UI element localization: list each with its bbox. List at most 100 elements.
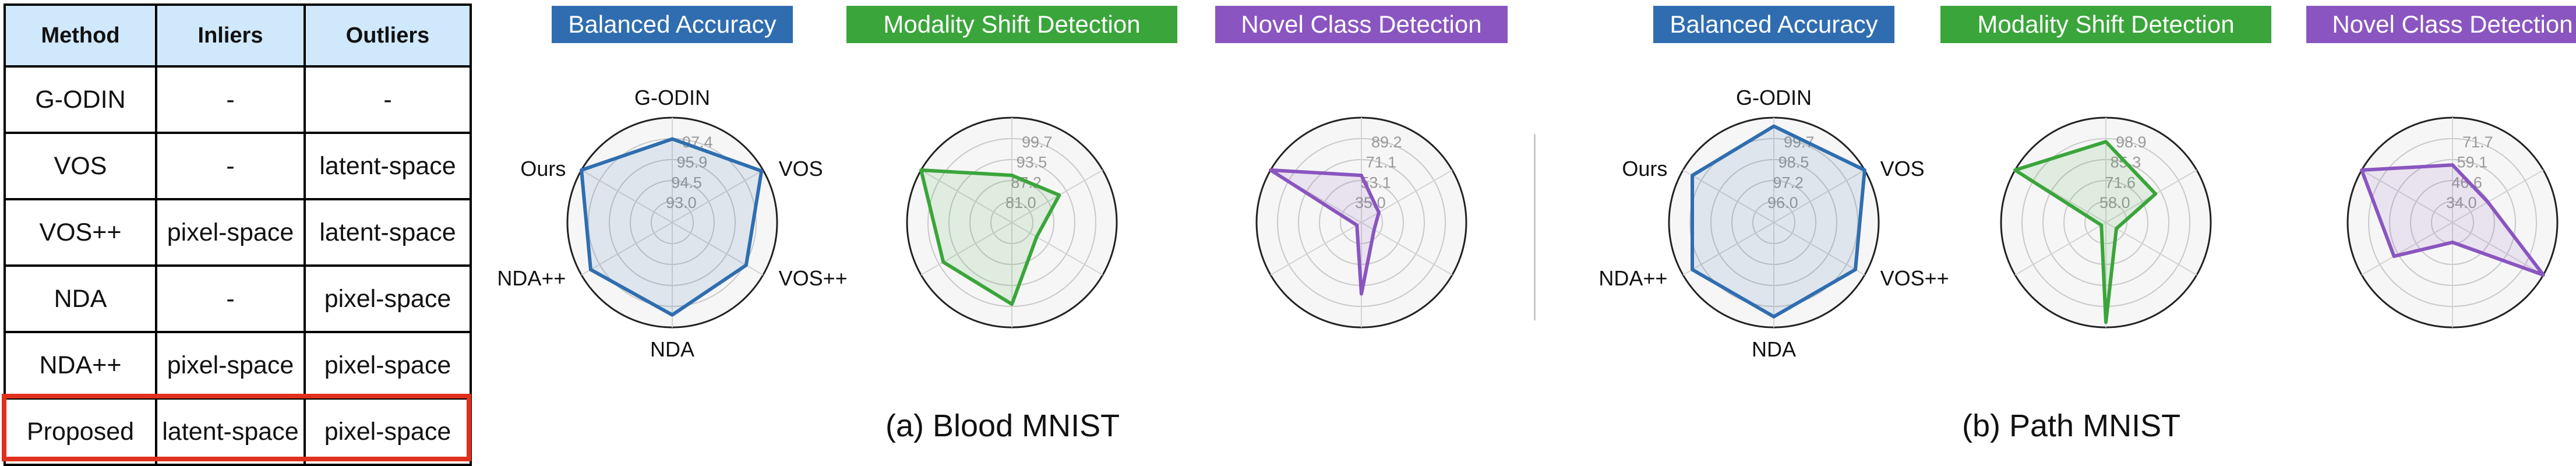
radar-tick-label: 59.1 <box>2457 154 2488 171</box>
radar-point-nda <box>1011 303 1012 305</box>
radar-axis-label-nda: NDA++ <box>1598 266 1667 290</box>
radar-tick-label: 58.0 <box>2099 194 2130 211</box>
radar-point-vos <box>1864 170 1865 171</box>
chart-title: Modality Shift Detection <box>1977 10 2234 38</box>
outliers-cell: latent-space <box>304 132 472 200</box>
radar-axis-label-nda: NDA++ <box>497 266 566 290</box>
radar-axis-label-g-odin: G-ODIN <box>634 86 710 110</box>
radar-tick-label: 94.5 <box>671 174 702 191</box>
radar-spoke <box>581 222 673 276</box>
caption-blood-mnist: (a) Blood MNIST <box>885 408 1120 443</box>
chart-title-badge <box>2306 6 2576 43</box>
radar-tick-label: 93.5 <box>1017 154 1047 171</box>
radar-axis-label-ours: Ours <box>1622 157 1667 181</box>
radar-point-nda <box>2105 322 2106 323</box>
radar-axis-label-vos: VOS++ <box>1880 266 1949 290</box>
radar-spoke <box>2361 170 2453 223</box>
radar-spoke <box>1011 222 1103 276</box>
radar-point-g-odin <box>1361 175 1362 176</box>
header-method: Method <box>3 3 157 68</box>
chart-title: Novel Class Detection <box>2332 10 2573 38</box>
radar-spoke <box>672 170 764 223</box>
radar-tick-label: 34.0 <box>2446 194 2477 211</box>
radar-tick-label: 98.5 <box>1779 154 1809 171</box>
inliers-cell: pixel-space <box>155 331 306 400</box>
radar-tick-label: 89.2 <box>1371 133 1402 151</box>
radar-point-vos <box>1378 211 1379 213</box>
radar-spoke <box>1361 222 1453 276</box>
chart-title-badge <box>1940 6 2271 43</box>
header-inliers: Inliers <box>155 3 306 68</box>
radar-tick-label: 95.9 <box>677 154 708 171</box>
radar-point-g-odin <box>1773 125 1774 127</box>
radar-point-vos <box>1036 236 1038 238</box>
radar-tick-label: 96.0 <box>1767 194 1798 211</box>
radar-spoke <box>581 170 673 223</box>
radar-tick-label: 98.9 <box>2116 133 2147 151</box>
radar-point-g-odin <box>672 138 673 140</box>
chart-title-badge <box>1215 6 1508 43</box>
radar-spoke <box>1773 222 1865 276</box>
radar-point-nda <box>1692 269 1693 270</box>
radar-point-nda <box>1361 293 1362 295</box>
table-row: G-ODIN - - <box>3 65 472 134</box>
radar-point-nda <box>2101 224 2102 226</box>
method-cell: NDA++ <box>3 331 157 400</box>
radar-spoke <box>2361 222 2453 276</box>
radar-point-g-odin <box>2452 164 2453 166</box>
radar-spoke <box>920 170 1012 223</box>
radar-spoke <box>1682 170 1774 223</box>
radar-axis-label-vos: VOS++ <box>779 266 848 290</box>
chart-title: Balanced Accuracy <box>1670 10 1878 38</box>
chart-title: Novel Class Detection <box>1241 10 1481 38</box>
radar-point-nda <box>1356 224 1358 226</box>
radar-axis-label-ours: Ours <box>520 157 566 181</box>
panel-divider <box>1534 134 1536 320</box>
radar-spoke <box>2105 222 2197 276</box>
radar-point-vos <box>2116 228 2118 230</box>
radar-tick-label: 71.7 <box>2462 133 2493 151</box>
radar-point-nda <box>2452 241 2453 243</box>
chart-title-badge <box>846 6 1177 43</box>
radar-spoke <box>1361 170 1453 223</box>
method-cell: VOS <box>3 132 157 200</box>
radar-point-vos <box>1373 229 1375 231</box>
chart-title: Modality Shift Detection <box>883 10 1140 38</box>
radar-spoke <box>1270 222 1362 276</box>
radar-point-g-odin <box>1011 175 1012 176</box>
method-cell: NDA <box>3 264 157 333</box>
method-cell: VOS++ <box>3 198 157 267</box>
outliers-cell: latent-space <box>304 198 472 267</box>
header-outliers: Outliers <box>304 3 472 68</box>
inliers-cell: pixel-space <box>155 198 306 267</box>
radar-point-vos <box>1058 195 1060 196</box>
radar-point-ours <box>1692 175 1693 176</box>
radar-point-vos <box>761 170 763 172</box>
chart-title: Balanced Accuracy <box>568 10 776 38</box>
table-row: NDA - pixel-space <box>3 264 472 333</box>
radar-spoke <box>2452 170 2544 223</box>
radar-tick-label: 81.0 <box>1005 194 1036 211</box>
radar-point-nda <box>672 314 673 316</box>
inliers-cell: - <box>155 132 306 200</box>
radar-point-vos <box>1854 269 1856 270</box>
radar-point-nda <box>590 269 591 270</box>
radar-point-ours <box>1270 170 1272 171</box>
radar-point-vos <box>2542 274 2544 276</box>
outliers-cell: pixel-space <box>304 397 472 466</box>
radar-spoke <box>672 222 764 276</box>
radar-point-nda <box>1773 316 1774 317</box>
chart-title-badge <box>552 6 793 43</box>
radar-point-ours <box>581 170 583 171</box>
outliers-cell: - <box>304 65 472 134</box>
radar-spoke <box>2452 222 2544 276</box>
radar-point-ours <box>2361 170 2363 171</box>
radar-point-vos <box>2487 201 2489 203</box>
table-row-proposed: Proposed latent-space pixel-space <box>3 397 472 466</box>
